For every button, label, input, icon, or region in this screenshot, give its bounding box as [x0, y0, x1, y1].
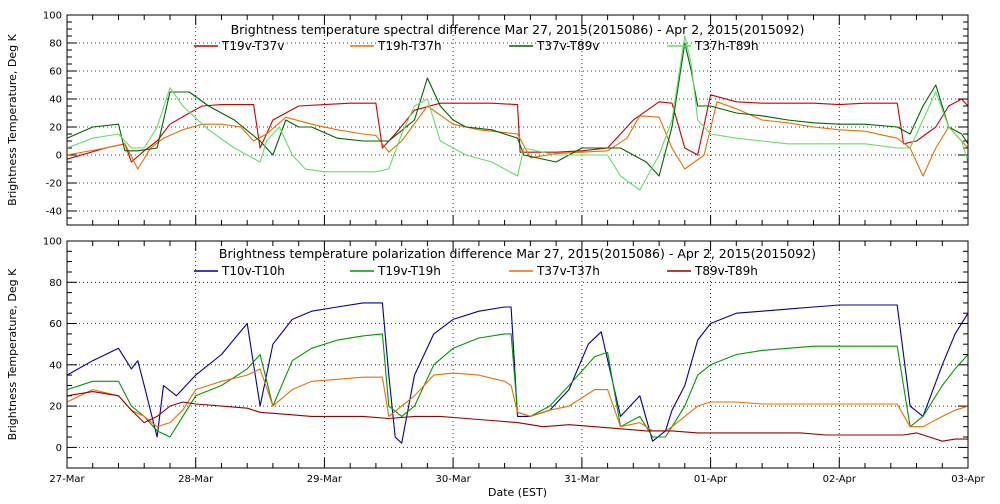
- y-tick-label: 80: [49, 278, 62, 289]
- series-line-t19v-t19h: [66, 333, 969, 438]
- series-line-t10v-t10h: [66, 302, 969, 444]
- y-tick-label: -40: [46, 207, 62, 218]
- y-tick-label: 100: [43, 237, 62, 248]
- y-tick-label: 20: [49, 402, 62, 413]
- legend-label: T37v-T37h: [536, 264, 600, 278]
- y-tick-label: 0: [56, 443, 62, 454]
- y-tick-label: 60: [49, 319, 62, 330]
- legend-label: T10v-T10h: [221, 264, 285, 278]
- x-tick-label: 02-Apr: [823, 474, 857, 485]
- y-tick-label: 60: [49, 67, 62, 78]
- x-axis-label: Date (EST): [488, 486, 547, 499]
- series-line-t89v-t89h: [66, 391, 968, 442]
- y-axis-label: Brightness Temperature, Deg K: [6, 33, 19, 205]
- series-line-t37v-t37h: [66, 368, 969, 432]
- x-tick-label: 31-Mar: [564, 474, 600, 485]
- legend-label: T37h-T89h: [694, 39, 759, 53]
- x-tick-label: 01-Apr: [694, 474, 728, 485]
- chart-panel-1: -40 -20 0 20 40 60 80 100 Brightness temperature…: [6, 11, 969, 226]
- legend-label: T19v-T19h: [377, 264, 441, 278]
- x-tick-label: 03-Apr: [951, 474, 985, 485]
- y-axis-label: Brightness Temperature, Deg K: [6, 268, 19, 440]
- x-tick-label: 29-Mar: [307, 474, 343, 485]
- legend-label: T19h-T37h: [377, 39, 442, 53]
- x-tick-label: 27-Mar: [49, 474, 85, 485]
- legend-label: T89v-T89h: [694, 264, 758, 278]
- chart-title: Brightness temperature polarization diff…: [219, 246, 816, 261]
- y-tick-label: -20: [46, 179, 62, 190]
- y-tick-label: 100: [43, 11, 62, 22]
- series-line-t19h-t37h: [66, 101, 969, 177]
- y-tick-label: 80: [49, 39, 62, 50]
- y-tick-label: 40: [49, 95, 62, 106]
- x-tick-label: 30-Mar: [435, 474, 471, 485]
- legend-label: T19v-T37v: [221, 39, 284, 53]
- chart-title: Brightness temperature spectral differen…: [231, 22, 805, 37]
- plot-frame: [66, 240, 969, 469]
- series-line-t37v-t89v: [66, 42, 969, 177]
- y-tick-label: 0: [56, 151, 62, 162]
- legend-label: T37v-T89v: [536, 39, 599, 53]
- plot-frame: [66, 14, 969, 226]
- y-tick-label: 20: [49, 123, 62, 134]
- series-line-t37h-t89h: [66, 35, 969, 191]
- series-line-t19v-t37v: [66, 94, 969, 163]
- x-tick-label: 28-Mar: [178, 474, 214, 485]
- y-tick-label: 40: [49, 360, 62, 371]
- chart-panel-2: 0 20 40 60 80 100 27-Mar 28-Mar 29-Mar 30-Mar 31-M…: [6, 237, 986, 500]
